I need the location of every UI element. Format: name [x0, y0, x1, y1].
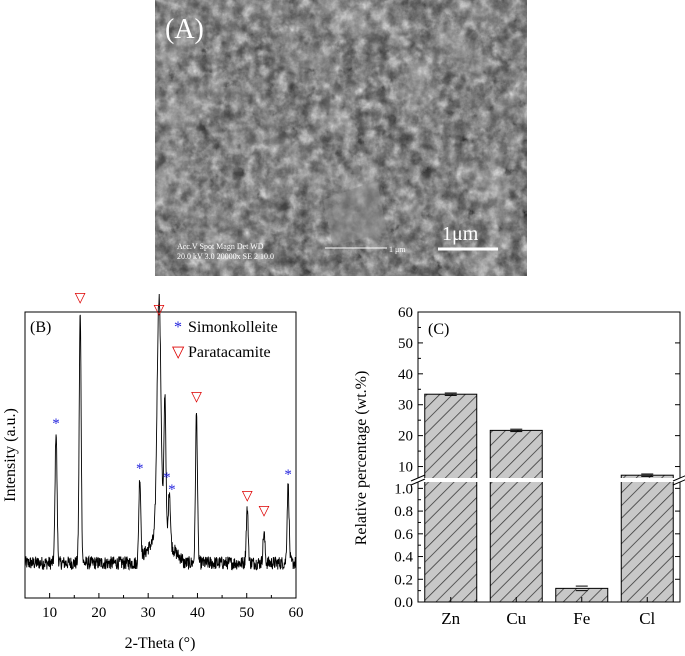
category-label-fe: Fe — [573, 609, 590, 628]
axis-break-mark — [410, 478, 426, 486]
xrd-x-tick-label: 30 — [141, 605, 156, 621]
category-label-zn: Zn — [441, 609, 460, 628]
bar-y-lower-tick-label: 0.8 — [394, 504, 413, 520]
sem-info-line2: 20.0 kV 3.0 20000x SE 2 10.0 — [177, 252, 274, 261]
xrd-trace-line — [24, 294, 297, 571]
simonkolleite-marker: * — [168, 482, 176, 498]
bar-y-upper-tick-label: 40 — [398, 367, 413, 383]
legend-symbol-simonkolleite: * — [174, 319, 182, 336]
bars-plot-frame — [417, 311, 681, 603]
xrd-chart: *▽*▽**▽▽▽* 10 20 30 40 50 60 (B) * Simonkolle… — [2, 291, 304, 652]
xrd-x-axis-label: 2-Theta (°) — [125, 635, 196, 652]
sem-info-line1: Acc.V Spot Magn Det WD — [177, 242, 264, 251]
bar-zn — [424, 393, 478, 603]
simonkolleite-marker: * — [284, 467, 292, 483]
composition-chart: Zn Cu Fe Cl 0.0 0.2 0.4 0.6 0.8 1.0 10 20 30 40 50 60 (… — [353, 305, 685, 628]
xrd-x-tick-label: 20 — [91, 605, 106, 621]
bar-y-lower-tick-label: 0.2 — [394, 572, 413, 588]
bars-y-axis-label: Relative percentage (wt.%) — [353, 371, 370, 546]
sem-info-scale: 1 μm — [389, 245, 406, 254]
category-label-cl: Cl — [639, 609, 655, 628]
bar-cu — [489, 429, 543, 603]
paratacamite-marker: ▽ — [259, 504, 270, 519]
panel-a-label: (A) — [165, 14, 204, 45]
bar-y-upper-tick-label: 30 — [398, 398, 413, 414]
xrd-y-axis-label: Intensity (a.u.) — [2, 408, 19, 502]
xrd-x-tick-label: 10 — [42, 605, 57, 621]
sem-micrograph: (A) 1μm Acc.V Spot Magn Det WD 20.0 kV 3… — [155, 0, 527, 276]
axis-break-gap — [414, 478, 684, 482]
bar-y-lower-tick-label: 1.0 — [394, 481, 413, 497]
bar-cl — [620, 474, 674, 603]
xrd-x-tick-label: 60 — [289, 605, 304, 621]
xrd-x-tick-label: 40 — [190, 605, 205, 621]
bar-y-upper-tick-label: 60 — [398, 305, 413, 321]
paratacamite-marker: ▽ — [154, 303, 165, 318]
bar-y-lower-tick-label: 0.0 — [394, 595, 413, 611]
bar-y-lower-tick-label: 0.4 — [394, 550, 413, 566]
paratacamite-marker: ▽ — [75, 291, 86, 306]
axis-break-mark — [410, 474, 426, 482]
bar-y-upper-tick-label: 10 — [398, 460, 413, 476]
simonkolleite-marker: * — [52, 416, 60, 432]
category-label-cu: Cu — [506, 609, 526, 628]
bars-panel-label: (C) — [428, 321, 449, 338]
xrd-plot-frame — [24, 311, 297, 599]
simonkolleite-marker: * — [163, 470, 171, 486]
crystal-shape — [323, 180, 387, 246]
xrd-x-tick-label: 50 — [239, 605, 254, 621]
simonkolleite-marker: * — [136, 461, 144, 477]
legend-symbol-paratacamite: ▽ — [172, 344, 185, 361]
bar-y-lower-tick-label: 0.6 — [394, 527, 413, 543]
legend-label-simonkolleite: Simonkolleite — [188, 319, 278, 336]
paratacamite-marker: ▽ — [191, 390, 202, 405]
paratacamite-marker: ▽ — [242, 489, 253, 504]
bar-y-upper-tick-label: 50 — [398, 336, 413, 352]
scale-bar-label: 1μm — [442, 223, 479, 245]
xrd-panel-label: (B) — [30, 319, 51, 336]
xrd-trace — [24, 294, 297, 571]
bar-y-upper-tick-label: 20 — [398, 429, 413, 445]
legend-label-paratacamite: Paratacamite — [188, 344, 271, 361]
